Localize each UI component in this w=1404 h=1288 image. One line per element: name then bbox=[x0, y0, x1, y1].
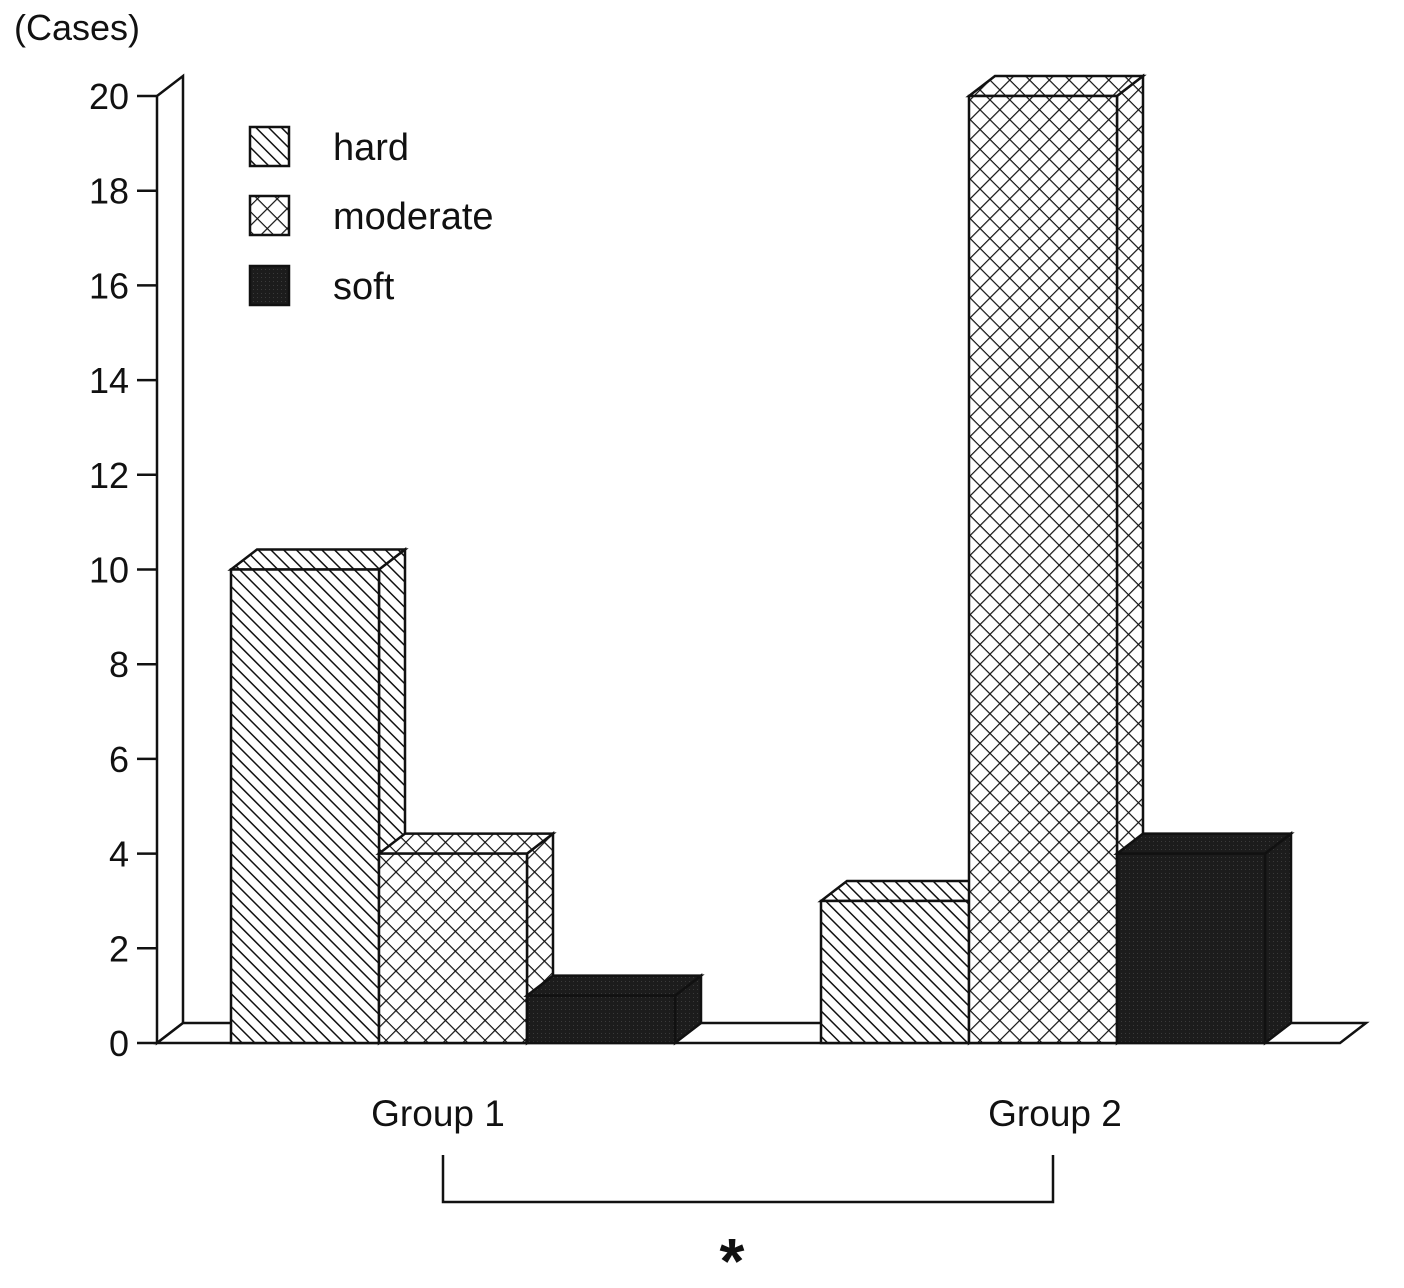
y-tick-label: 10 bbox=[89, 550, 129, 591]
bars bbox=[227, 73, 1295, 1046]
significance-bracket: * bbox=[441, 1155, 1055, 1288]
bar-front-face bbox=[819, 899, 971, 1045]
y-axis-wall bbox=[155, 73, 185, 1046]
bar-front-face bbox=[229, 568, 381, 1045]
bar-side-face bbox=[1263, 831, 1293, 1046]
bar-top-face bbox=[1113, 832, 1295, 855]
legend: hard moderate soft bbox=[248, 125, 494, 308]
y-tick-label: 6 bbox=[109, 739, 129, 780]
bar-soft-group-1 bbox=[523, 973, 705, 1046]
significance-marker: * bbox=[720, 1225, 745, 1288]
bar-top-face bbox=[965, 74, 1147, 98]
bar-top-face bbox=[523, 974, 705, 997]
legend-swatch bbox=[248, 125, 291, 168]
y-axis-ticks: 0 2 4 6 8 10 12 14 16 18 20 bbox=[89, 76, 157, 1064]
x-category-label: Group 1 bbox=[371, 1093, 505, 1134]
y-tick-label: 20 bbox=[89, 76, 129, 117]
bar-soft-group-2 bbox=[1113, 831, 1295, 1046]
legend-label: moderate bbox=[333, 196, 494, 238]
legend-swatch bbox=[248, 264, 291, 307]
bar-moderate-group-1 bbox=[375, 831, 557, 1046]
y-tick-label: 18 bbox=[89, 171, 129, 212]
bar-moderate-group-2 bbox=[965, 73, 1147, 1046]
y-tick-label: 0 bbox=[109, 1023, 129, 1064]
significance-bracket-line bbox=[441, 1155, 1055, 1204]
legend-label: hard bbox=[333, 127, 409, 169]
x-category-label: Group 2 bbox=[988, 1093, 1122, 1134]
bar-top-face bbox=[375, 832, 557, 855]
bar-front-face bbox=[967, 94, 1119, 1045]
legend-swatch bbox=[248, 194, 291, 237]
y-tick-label: 8 bbox=[109, 644, 129, 685]
bar-front-face bbox=[525, 994, 677, 1045]
y-tick-label: 2 bbox=[109, 928, 129, 969]
y-axis-unit-label: (Cases) bbox=[14, 7, 140, 48]
y-tick-label: 4 bbox=[109, 834, 129, 875]
legend-label: soft bbox=[333, 266, 395, 308]
category-labels: Group 1 Group 2 bbox=[371, 1093, 1122, 1134]
y-tick-label: 14 bbox=[89, 360, 129, 401]
y-tick-label: 16 bbox=[89, 265, 129, 306]
bar-front-face bbox=[377, 852, 529, 1045]
bar-top-face bbox=[227, 548, 409, 571]
y-tick-label: 12 bbox=[89, 455, 129, 496]
bar-front-face bbox=[1115, 852, 1267, 1045]
